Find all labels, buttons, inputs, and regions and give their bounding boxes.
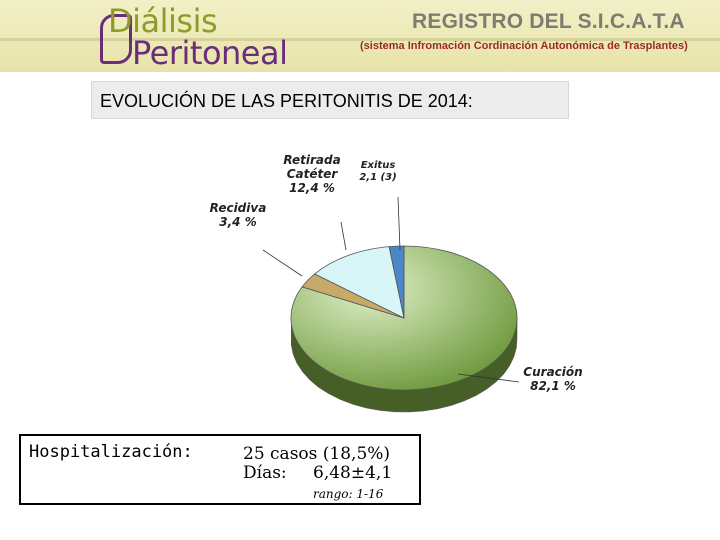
slice-label-1: Recidiva 3,4 % (210, 201, 267, 229)
slice-label-3: Exitus 2,1 (3) (359, 160, 396, 183)
leader-line-1 (262, 249, 303, 277)
days-label: Días: (243, 463, 287, 483)
header-divider (0, 38, 720, 41)
hospitalization-cases: 25 casos (18,5%) (243, 444, 391, 464)
registry-subtitle: (sistema Infromación Cordinación Autonóm… (360, 40, 688, 52)
logo-mark-icon (100, 14, 132, 64)
leader-line-3 (397, 196, 401, 251)
pie-chart: Curación 82,1 % Recidiva 3,4 % Retirada Catét… (210, 153, 583, 413)
days-value: 6,48±4,1 (313, 463, 393, 483)
dialisis-peritoneal-logo: Diálisis Peritoneal (98, 2, 303, 72)
registry-title: REGISTRO DEL S.I.C.A.T.A (412, 10, 685, 33)
leader-line-2 (340, 221, 347, 251)
slice-label-0: Curación 82,1 % (523, 365, 582, 393)
hospitalization-info-box: Hospitalización: 25 casos (18,5%) Días: … (19, 434, 421, 505)
slice-label-2: Retirada Catéter 12,4 % (283, 153, 340, 195)
pie-slice-retirada-catéter (313, 246, 405, 319)
pie-slice-exitus (388, 245, 405, 319)
leader-line-0 (457, 373, 520, 383)
logo-text-line2: Peritoneal (132, 34, 288, 72)
chart-title: EVOLUCIÓN DE LAS PERITONITIS DE 2014: (91, 81, 569, 119)
hospitalization-label: Hospitalización: (29, 442, 193, 462)
logo-text-line1: Diálisis (108, 2, 218, 40)
days-range: rango: 1-16 (313, 487, 384, 501)
